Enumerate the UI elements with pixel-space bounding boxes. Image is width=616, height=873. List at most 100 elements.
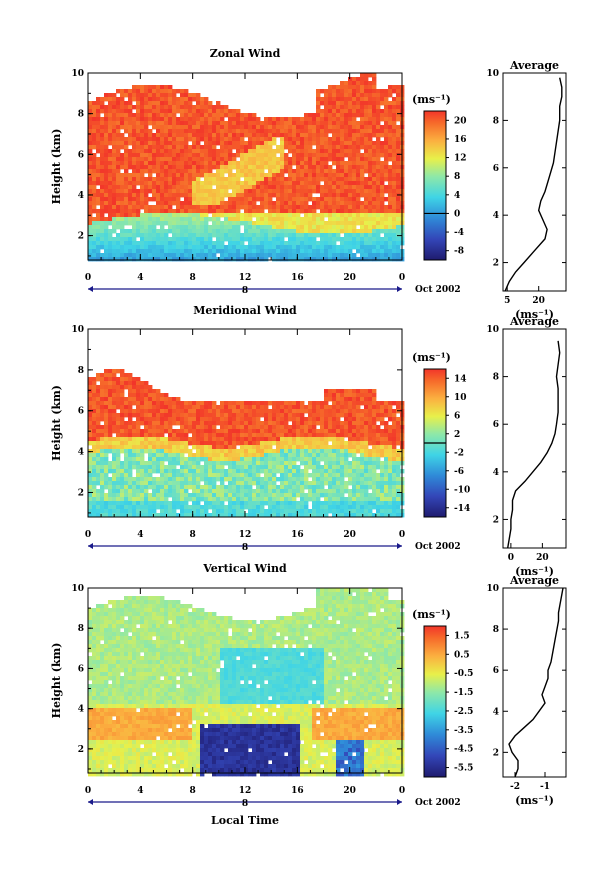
day-label: 8: [242, 543, 248, 553]
height-tick-label: 8: [78, 624, 84, 634]
colorbar-tick-label: -8: [454, 247, 464, 257]
average-x-label: (ms⁻¹): [515, 308, 554, 321]
colorbar-unit-label: (ms⁻¹): [412, 351, 451, 364]
y-axis-label-2: Height (km): [50, 385, 63, 461]
height-tick-label: 4: [78, 448, 84, 458]
colorbar-tick-label: 6: [454, 411, 460, 421]
colorbar-tick-label: 0: [454, 209, 460, 219]
average-x-tick-label: 20: [536, 553, 549, 563]
height-tick-label: 4: [78, 191, 84, 201]
average-x-label: (ms⁻¹): [515, 794, 554, 807]
wind-field-1: [88, 73, 405, 262]
colorbar-tick-label: -4: [454, 228, 464, 238]
height-tick-label: 6: [78, 407, 84, 417]
time-tick-label: 0: [399, 273, 405, 283]
average-height-tick-label: 4: [493, 468, 499, 478]
average-height-tick-label: 8: [493, 373, 499, 383]
colorbar-tick-label: 2: [454, 430, 460, 440]
average-height-tick-label: 10: [486, 69, 499, 79]
time-tick-label: 4: [137, 273, 143, 283]
time-tick-label: 8: [190, 786, 196, 796]
time-tick-label: 0: [85, 530, 91, 540]
average-x-tick-label: 0: [508, 553, 514, 563]
time-tick-label: 0: [399, 786, 405, 796]
average-frame-1: [502, 72, 567, 292]
colorbar-tick-label: -5.5: [454, 764, 473, 774]
panel-2: Meridional Wind 2 4 6 8 10 Height (km) 0 4 8 12 16 2…: [50, 304, 567, 578]
colorbar-tick-label: 20: [454, 116, 467, 126]
time-tick-label: 20: [343, 273, 356, 283]
average-height-tick-label: 6: [493, 420, 499, 430]
time-tick-label: 12: [239, 786, 252, 796]
colorbar-tick-label: 14: [454, 374, 467, 384]
time-tick-label: 4: [137, 786, 143, 796]
colorbar-tick-label: 10: [454, 393, 467, 403]
time-tick-label: 8: [190, 530, 196, 540]
chart-title-1: Zonal Wind: [210, 47, 281, 60]
average-height-tick-label: 10: [486, 325, 499, 335]
average-height-tick-label: 6: [493, 164, 499, 174]
x-axis-label: Local Time: [211, 814, 279, 827]
colorbar-tick-label: -4.5: [454, 745, 473, 755]
time-tick-label: 20: [343, 786, 356, 796]
time-tick-label: 12: [239, 273, 252, 283]
time-tick-label: 0: [85, 273, 91, 283]
day-axis-end-arrow: [397, 543, 402, 549]
day-axis-end-arrow: [397, 286, 402, 292]
chart-title-2: Meridional Wind: [193, 304, 297, 317]
chart-title-3: Vertical Wind: [202, 562, 287, 575]
colorbar-tick-label: 12: [454, 154, 467, 164]
average-title: Average: [509, 59, 559, 72]
height-tick-label: 6: [78, 150, 84, 160]
height-tick-label: 10: [71, 69, 84, 79]
colorbar-tick-label: -14: [454, 504, 470, 514]
colorbar-unit-label: (ms⁻¹): [412, 608, 451, 621]
height-tick-label: 2: [78, 488, 84, 498]
average-height-tick-label: 8: [493, 116, 499, 126]
wind-field-3: [88, 588, 405, 777]
average-height-tick-label: 2: [493, 259, 499, 269]
height-tick-label: 8: [78, 110, 84, 120]
time-tick-label: 0: [85, 786, 91, 796]
colorbar-1: [423, 110, 447, 261]
average-profile-line-1: [504, 77, 563, 292]
colorbar-tick-label: -10: [454, 485, 470, 495]
height-tick-label: 4: [78, 705, 84, 715]
colorbar-tick-label: 0.5: [454, 650, 470, 660]
day-label: 8: [242, 286, 248, 296]
colorbar-tick-label: 4: [454, 191, 460, 201]
average-x-tick-label: 5: [504, 296, 510, 306]
average-height-tick-label: 8: [493, 625, 499, 635]
average-height-tick-label: 2: [493, 748, 499, 758]
average-height-tick-label: 10: [486, 584, 499, 594]
average-x-tick-label: -1: [540, 782, 550, 792]
y-axis-label-3: Height (km): [50, 643, 63, 719]
height-tick-label: 10: [71, 584, 84, 594]
colorbar-tick-label: 1.5: [454, 631, 470, 641]
height-tick-label: 10: [71, 325, 84, 335]
time-tick-label: 8: [190, 273, 196, 283]
average-profile-line-2: [507, 340, 561, 549]
day-axis-start-arrow: [88, 799, 93, 805]
time-tick-label: 0: [399, 530, 405, 540]
colorbar-3: [423, 625, 447, 778]
colorbar-tick-label: -6: [454, 467, 464, 477]
date-label: Oct 2002: [415, 798, 461, 808]
time-tick-label: 16: [291, 786, 304, 796]
average-height-tick-label: 4: [493, 211, 499, 221]
time-tick-label: 16: [291, 273, 304, 283]
time-tick-label: 16: [291, 530, 304, 540]
average-height-tick-label: 2: [493, 515, 499, 525]
date-label: Oct 2002: [415, 285, 461, 295]
average-x-tick-label: 20: [532, 296, 545, 306]
wind-field-2: [88, 369, 405, 518]
colorbar-unit-label: (ms⁻¹): [412, 93, 451, 106]
colorbar-tick-label: -2.5: [454, 707, 473, 717]
colorbar-tick-label: -1.5: [454, 688, 473, 698]
height-tick-label: 8: [78, 366, 84, 376]
day-label: 8: [242, 799, 248, 809]
time-tick-label: 20: [343, 530, 356, 540]
height-tick-label: 2: [78, 232, 84, 242]
